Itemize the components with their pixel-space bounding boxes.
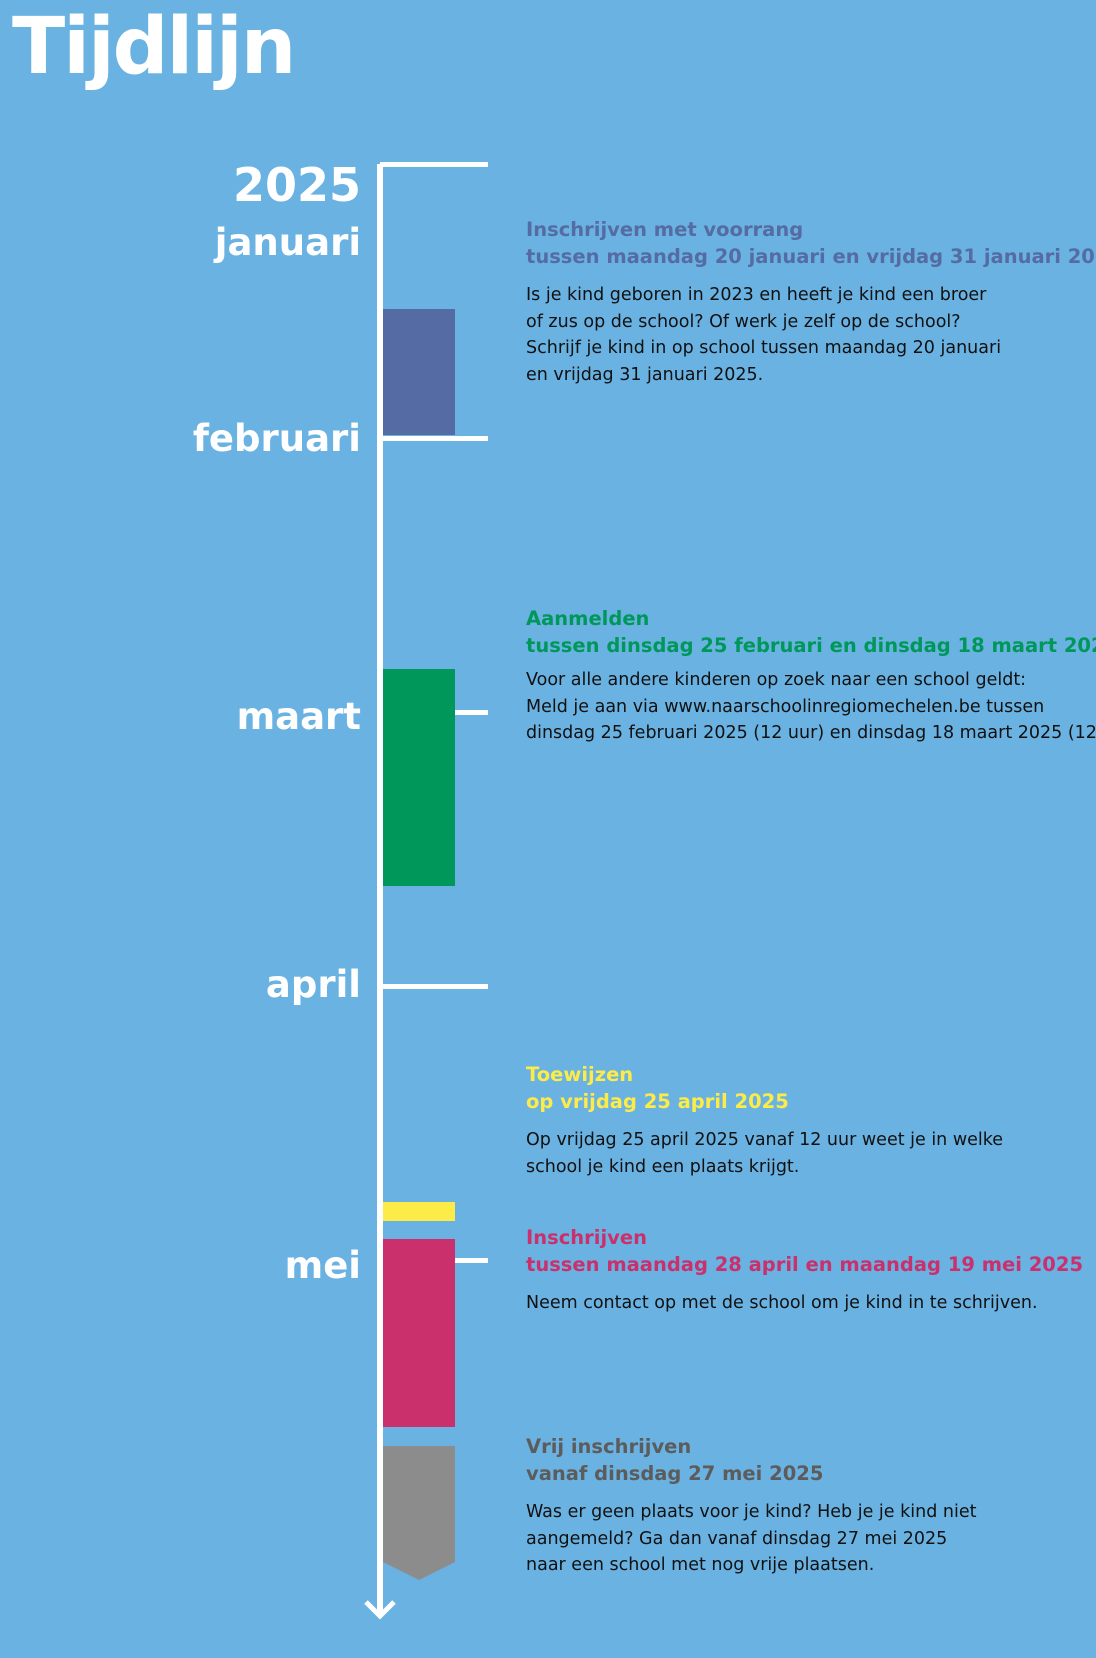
event-date: op vrijdag 25 april 2025 bbox=[526, 1090, 789, 1113]
tick-year bbox=[380, 162, 488, 167]
event-body-line: Meld je aan via www.naarschoolinregiomec… bbox=[526, 696, 1045, 717]
event-body-line: dinsdag 25 februari 2025 (12 uur) en din… bbox=[526, 723, 1096, 743]
event-vrij-inschrijven: Vrij inschrijven vanaf dinsdag 27 mei 20… bbox=[526, 1433, 1096, 1579]
tick-april bbox=[380, 984, 488, 989]
tick-februari bbox=[380, 436, 488, 441]
bar-toewijzen bbox=[383, 1202, 455, 1221]
arrow-down-icon bbox=[364, 1600, 396, 1620]
event-title: Vrij inschrijven bbox=[526, 1435, 692, 1458]
event-body-line: en vrijdag 31 januari 2025. bbox=[526, 364, 764, 385]
event-aanmelden: Aanmelden tussen dinsdag 25 februari en … bbox=[526, 605, 1096, 747]
event-date: tussen maandag 20 januari en vrijdag 31 … bbox=[526, 245, 1096, 268]
event-body-line: Schrijf je kind in op school tussen maan… bbox=[526, 338, 1002, 358]
bar-voorrang bbox=[383, 309, 455, 435]
bar-aanmelden bbox=[383, 669, 455, 886]
event-date: tussen maandag 28 april en maandag 19 me… bbox=[526, 1253, 1084, 1276]
event-body-line: Op vrijdag 25 april 2025 vanaf 12 uur we… bbox=[526, 1130, 1004, 1150]
month-label: januari bbox=[214, 221, 361, 264]
event-title: Aanmelden bbox=[526, 607, 650, 630]
month-label: maart bbox=[236, 695, 361, 738]
event-body-line: of zus op de school? Of werk je zelf op … bbox=[526, 311, 961, 332]
event-title: Toewijzen bbox=[526, 1063, 634, 1086]
event-date: tussen dinsdag 25 februari en dinsdag 18… bbox=[526, 634, 1096, 657]
event-body-line: Voor alle andere kinderen op zoek naar e… bbox=[526, 670, 1027, 690]
event-title: Inschrijven bbox=[526, 1226, 647, 1249]
month-label: april bbox=[265, 963, 361, 1006]
event-body-line: Is je kind geboren in 2023 en heeft je k… bbox=[526, 285, 987, 305]
month-label: februari bbox=[192, 417, 361, 460]
event-voorrang: Inschrijven met voorrang tussen maandag … bbox=[526, 216, 1096, 388]
event-title: Inschrijven met voorrang bbox=[526, 218, 804, 241]
event-body-line: naar een school met nog vrije plaatsen. bbox=[526, 1555, 875, 1575]
event-inschrijven: Inschrijven tussen maandag 28 april en m… bbox=[526, 1224, 1096, 1317]
event-body-line: aangemeld? Ga dan vanaf dinsdag 27 mei 2… bbox=[526, 1528, 948, 1549]
bar-vrij-inschrijven bbox=[383, 1446, 455, 1580]
event-body-line: school je kind een plaats krijgt. bbox=[526, 1156, 800, 1177]
event-body-line: Neem contact op met de school om je kind… bbox=[526, 1293, 1038, 1313]
event-date: vanaf dinsdag 27 mei 2025 bbox=[526, 1462, 824, 1485]
event-toewijzen: Toewijzen op vrijdag 25 april 2025 Op vr… bbox=[526, 1061, 1096, 1180]
event-body-line: Was er geen plaats voor je kind? Heb je … bbox=[526, 1502, 977, 1522]
year-label: 2025 bbox=[232, 158, 361, 212]
timeline-axis bbox=[377, 164, 383, 1614]
month-label: mei bbox=[284, 1244, 361, 1287]
bar-inschrijven bbox=[383, 1239, 455, 1427]
page-title: Tijdlijn bbox=[12, 2, 296, 92]
